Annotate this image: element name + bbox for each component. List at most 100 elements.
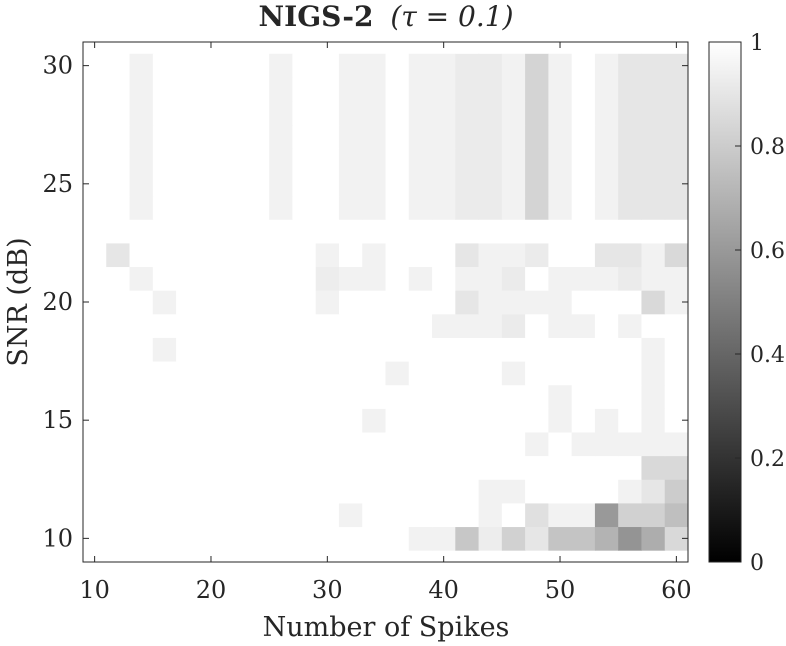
- heatmap-cell: [362, 361, 386, 386]
- heatmap-cell: [385, 53, 410, 78]
- heatmap-cell: [106, 479, 131, 504]
- heatmap-cell: [641, 219, 666, 244]
- heatmap-cell: [408, 53, 433, 78]
- heatmap-cell: [315, 266, 340, 291]
- heatmap-cell: [176, 77, 200, 102]
- heatmap-cell: [362, 502, 386, 528]
- heatmap-cell: [501, 290, 526, 315]
- heatmap-cell: [478, 479, 503, 504]
- y-tick-label: 30: [42, 52, 73, 80]
- heatmap-cell: [269, 172, 293, 197]
- heatmap-cell: [152, 526, 177, 551]
- heatmap-cell: [594, 53, 619, 78]
- heatmap-cell: [338, 242, 363, 268]
- heatmap-cell: [222, 195, 247, 220]
- heatmap-cell: [618, 455, 642, 480]
- heatmap-cell: [641, 313, 666, 338]
- heatmap-cell: [455, 148, 480, 173]
- heatmap-cell: [618, 361, 642, 386]
- heatmap-cell: [501, 172, 526, 197]
- heatmap-cell: [129, 408, 154, 433]
- heatmap-cell: [641, 266, 666, 291]
- heatmap-cell: [664, 502, 689, 528]
- heatmap-cell: [501, 502, 526, 528]
- heatmap-cell: [408, 219, 433, 244]
- heatmap-cell: [455, 124, 480, 149]
- heatmap-cell: [594, 313, 619, 338]
- heatmap-cell: [269, 337, 293, 362]
- colorbar-tick-label: 0.2: [750, 447, 785, 472]
- heatmap-cell: [455, 526, 480, 551]
- heatmap-cell: [152, 384, 177, 409]
- heatmap-cell: [106, 455, 131, 480]
- heatmap-cell: [432, 242, 456, 268]
- heatmap-cell: [315, 219, 340, 244]
- heatmap-cell: [292, 124, 317, 149]
- heatmap-cell: [455, 53, 480, 78]
- heatmap-cell: [269, 124, 293, 149]
- heatmap-cell: [362, 432, 386, 457]
- heatmap-cell: [129, 502, 154, 528]
- heatmap-cell: [478, 266, 503, 291]
- heatmap-cell: [478, 408, 503, 433]
- heatmap-cell: [478, 526, 503, 551]
- heatmap-cell: [501, 242, 526, 268]
- heatmap-cell: [571, 195, 596, 220]
- heatmap-cell: [594, 337, 619, 362]
- heatmap-cell: [548, 502, 573, 528]
- heatmap-cell: [106, 337, 131, 362]
- heatmap-cell: [641, 361, 666, 386]
- heatmap-cell: [315, 124, 340, 149]
- colorbar-tick-label: 0.4: [750, 343, 785, 368]
- heatmap-cell: [106, 77, 131, 102]
- heatmap-cell: [501, 408, 526, 433]
- heatmap-cell: [594, 101, 619, 126]
- heatmap-cell: [338, 290, 363, 315]
- heatmap-cell: [292, 455, 317, 480]
- heatmap-cell: [594, 361, 619, 386]
- heatmap-cell: [618, 124, 642, 149]
- heatmap-cell: [571, 101, 596, 126]
- heatmap-cell: [199, 337, 224, 362]
- heatmap-cell: [664, 77, 689, 102]
- heatmap-cell: [152, 408, 177, 433]
- x-tick-label: 40: [428, 576, 459, 604]
- heatmap-cell: [478, 337, 503, 362]
- heatmap-cell: [176, 455, 200, 480]
- heatmap-cell: [129, 242, 154, 268]
- heatmap-cell: [478, 361, 503, 386]
- heatmap-cell: [641, 479, 666, 504]
- heatmap-cell: [594, 526, 619, 551]
- heatmap-cell: [548, 455, 573, 480]
- heatmap-cell: [548, 266, 573, 291]
- heatmap-cell: [432, 290, 456, 315]
- heatmap-cell: [129, 432, 154, 457]
- heatmap-cell: [362, 242, 386, 268]
- heatmap-cell: [641, 195, 666, 220]
- heatmap-cell: [478, 124, 503, 149]
- heatmap-cell: [152, 172, 177, 197]
- heatmap-cell: [571, 361, 596, 386]
- heatmap-cell: [292, 479, 317, 504]
- heatmap-cell: [176, 526, 200, 551]
- heatmap-cell: [501, 266, 526, 291]
- heatmap-cell: [222, 290, 247, 315]
- heatmap-cell: [269, 219, 293, 244]
- heatmap-cell: [664, 266, 689, 291]
- heatmap-cell: [106, 408, 131, 433]
- x-tick-label: 20: [196, 576, 227, 604]
- heatmap-cell: [548, 195, 573, 220]
- y-tick-label: 10: [42, 524, 73, 552]
- heatmap-cell: [129, 526, 154, 551]
- heatmap-cell: [129, 455, 154, 480]
- heatmap-cell: [618, 219, 642, 244]
- heatmap-cell: [106, 384, 131, 409]
- heatmap-cell: [338, 502, 363, 528]
- heatmap-cell: [594, 77, 619, 102]
- heatmap-cell: [338, 124, 363, 149]
- heatmap-cell: [641, 77, 666, 102]
- heatmap-cell: [222, 432, 247, 457]
- heatmap-cell: [222, 455, 247, 480]
- heatmap-cell: [152, 195, 177, 220]
- heatmap-cell: [501, 337, 526, 362]
